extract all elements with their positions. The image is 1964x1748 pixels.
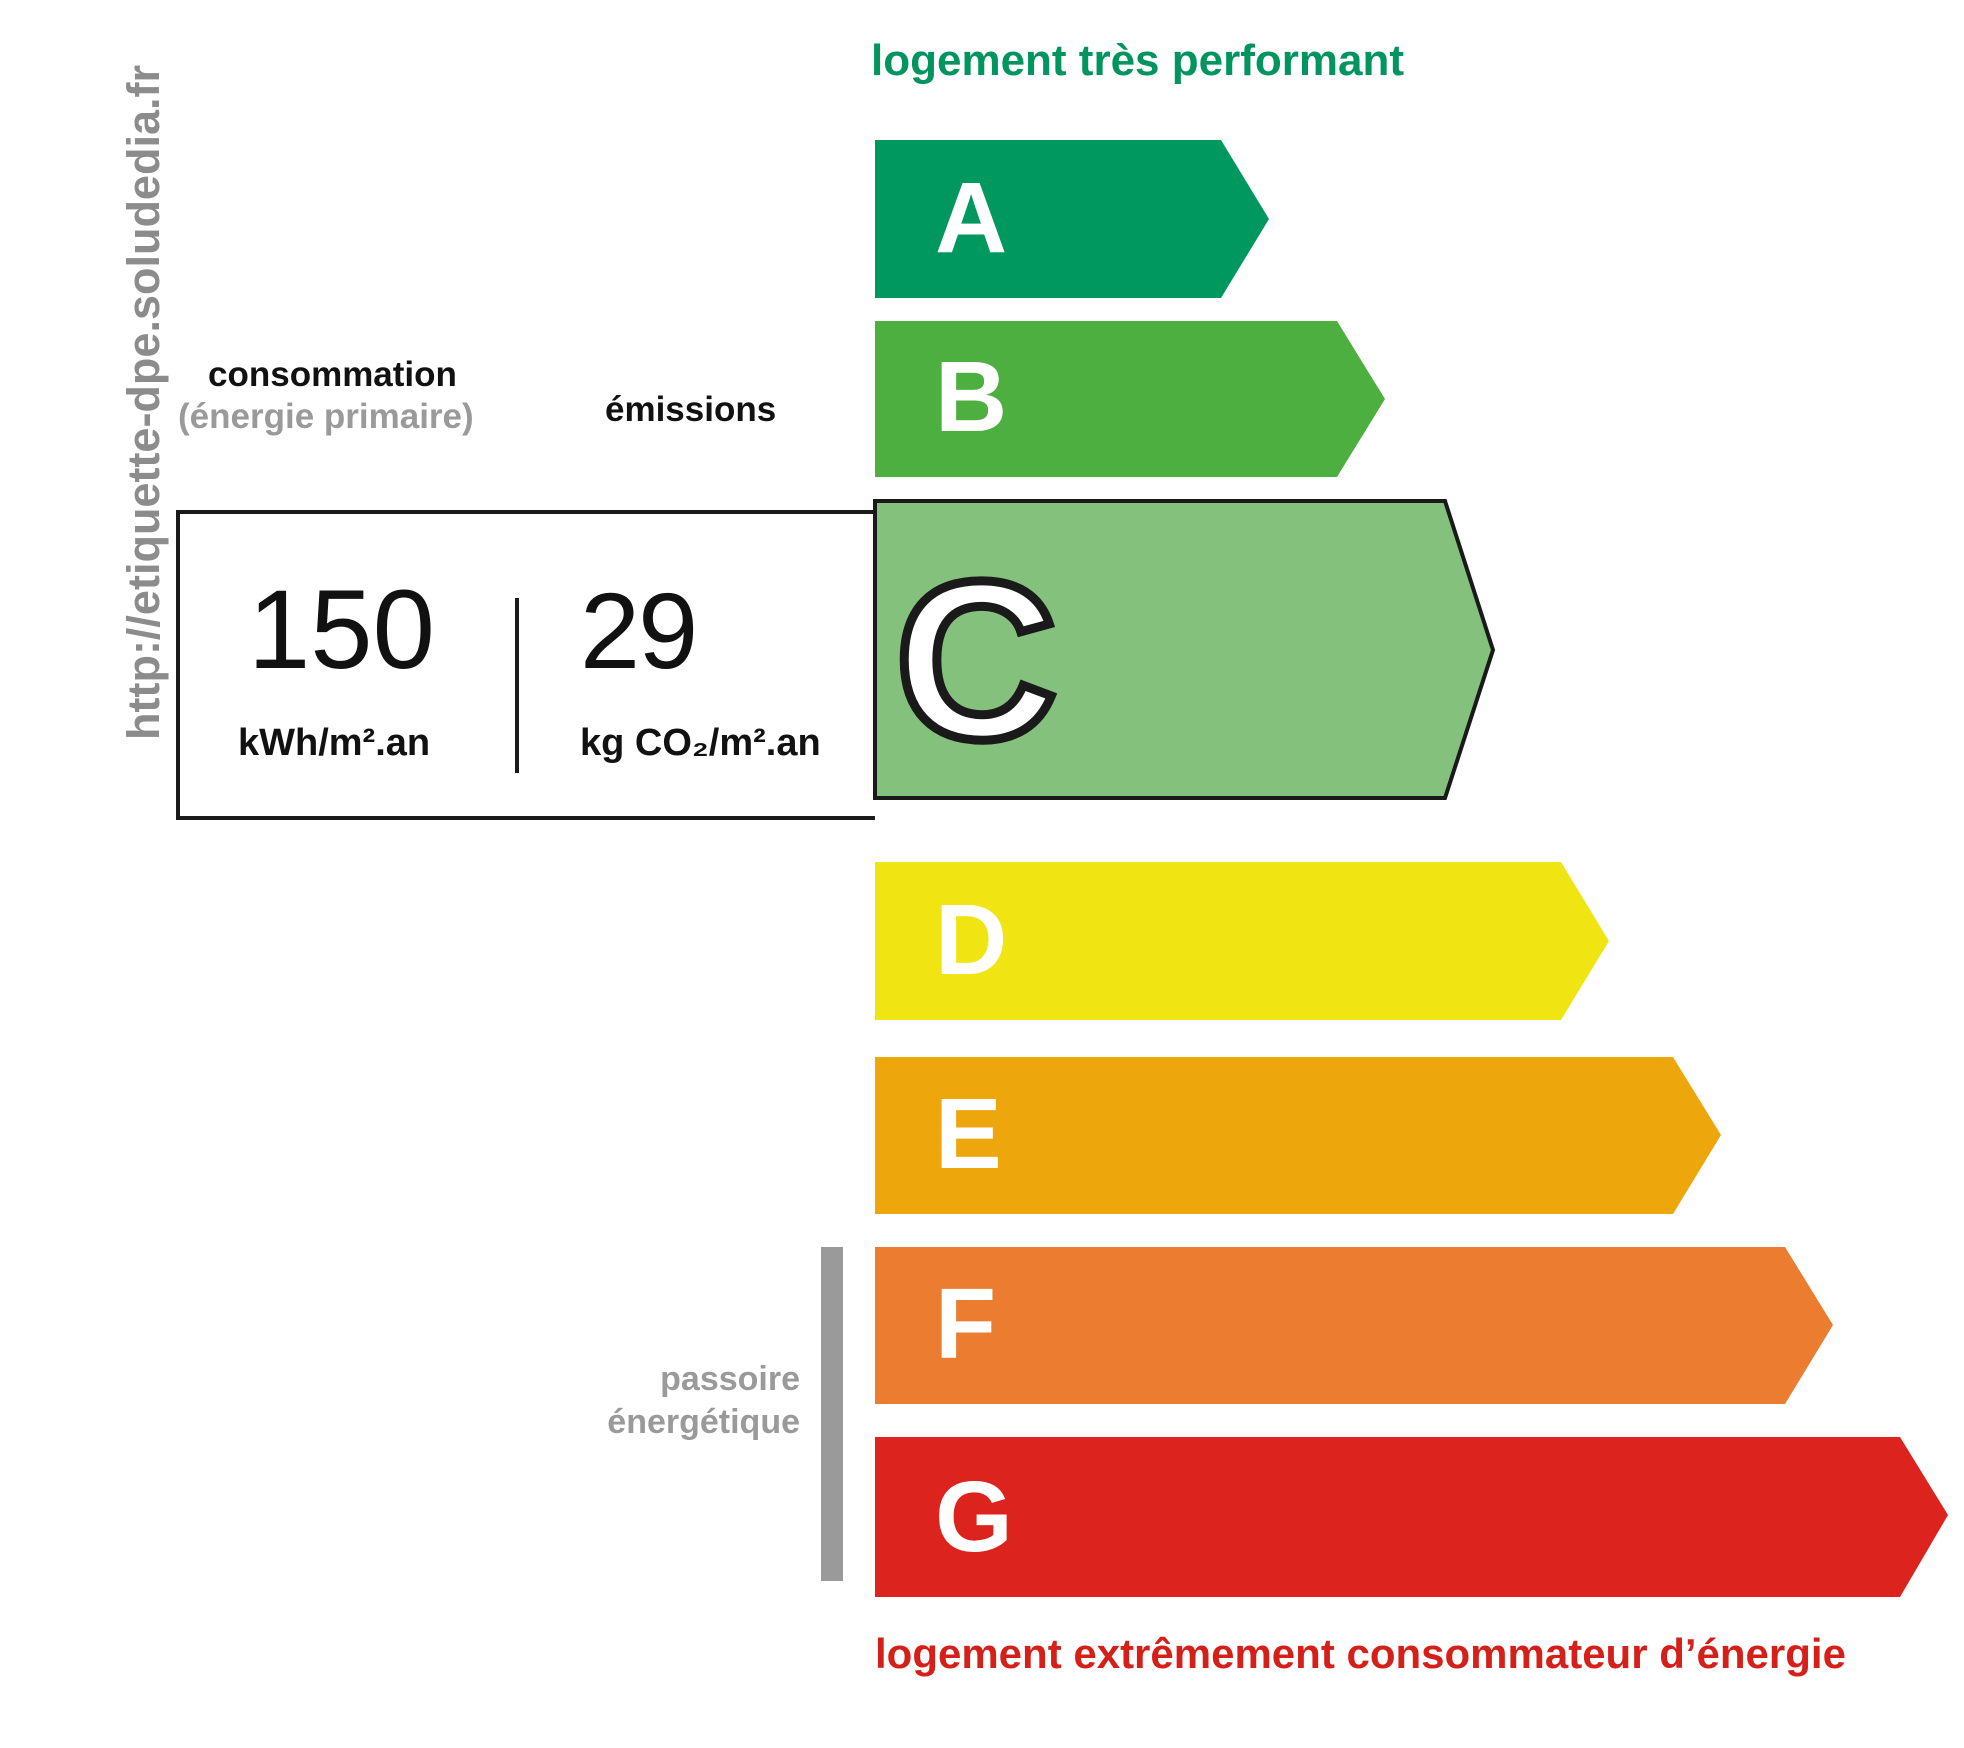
svg-text:G: G	[935, 1461, 1013, 1573]
svg-text:B: B	[935, 341, 1007, 453]
svg-text:E: E	[935, 1078, 1002, 1190]
svg-text:F: F	[935, 1268, 996, 1380]
svg-text:D: D	[935, 884, 1007, 996]
svg-text:A: A	[935, 162, 1007, 274]
svg-text:C: C	[895, 534, 1058, 786]
